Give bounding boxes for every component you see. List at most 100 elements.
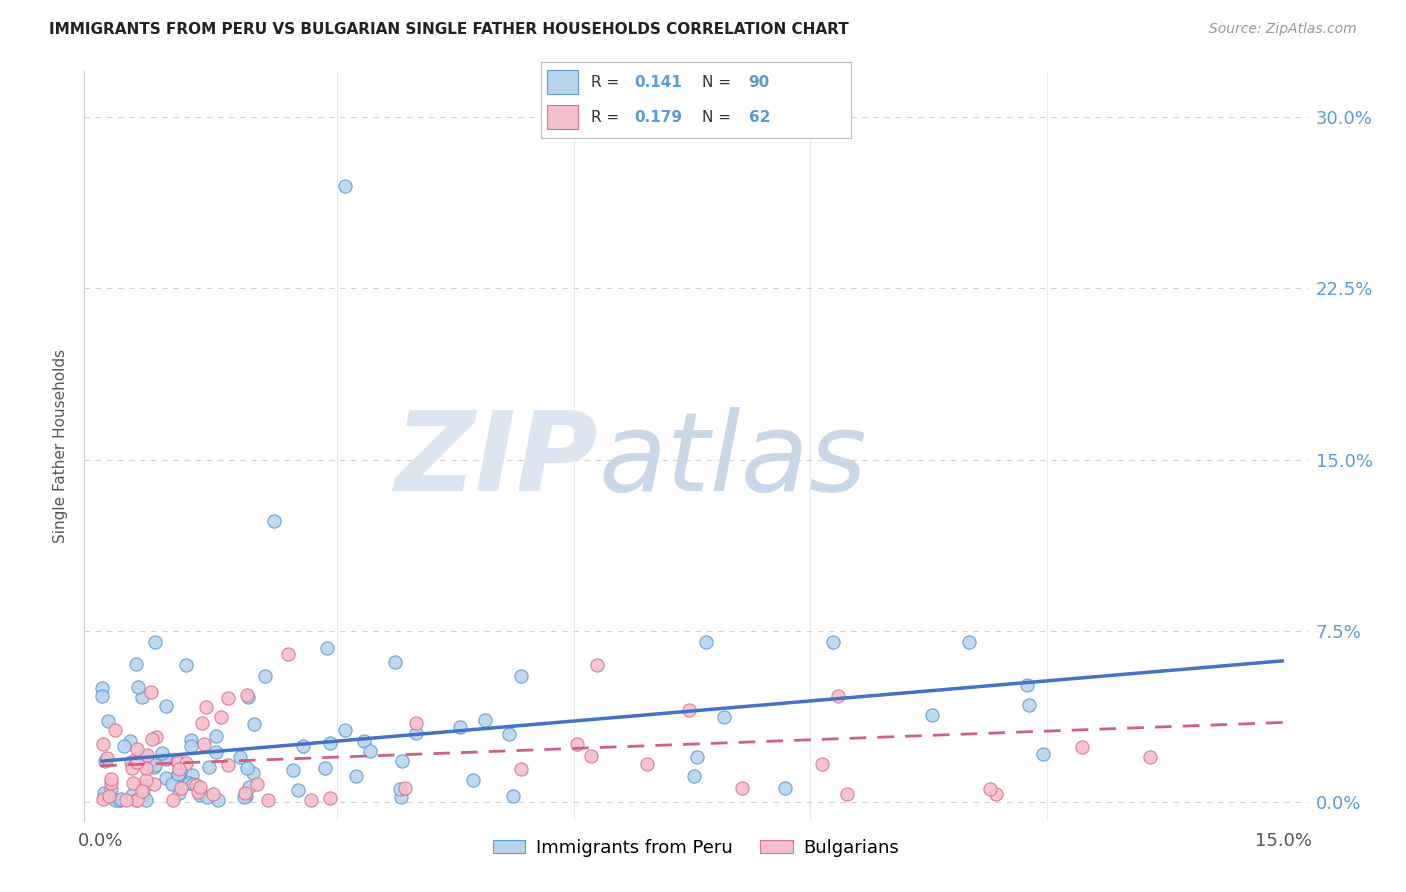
Point: [1139, 749, 1161, 764]
Point: [1015, 678, 1038, 692]
Point: [979, 781, 1001, 796]
Point: [139, 685, 162, 699]
Point: [498, 727, 520, 741]
FancyBboxPatch shape: [547, 70, 578, 95]
Point: [167, 769, 190, 783]
Point: [135, 761, 157, 775]
Point: [132, 749, 155, 764]
FancyBboxPatch shape: [547, 105, 578, 129]
Point: [131, 784, 153, 798]
Point: [108, 793, 131, 807]
Text: N =: N =: [702, 76, 735, 90]
Point: [773, 781, 796, 796]
Point: [359, 744, 381, 758]
Point: [131, 690, 153, 705]
Point: [202, 787, 225, 801]
Point: [957, 635, 980, 649]
Point: [236, 761, 259, 775]
Point: [93, 737, 115, 751]
Point: [170, 780, 193, 795]
Point: [686, 750, 709, 764]
Point: [314, 761, 336, 775]
Point: [120, 755, 142, 769]
Point: [731, 780, 754, 795]
Text: atlas: atlas: [598, 408, 866, 515]
Point: [110, 792, 132, 806]
Point: [97, 789, 120, 803]
Point: [112, 739, 135, 753]
Point: [204, 729, 226, 743]
Point: [193, 738, 215, 752]
Text: 90: 90: [748, 76, 770, 90]
Point: [177, 776, 200, 790]
Point: [122, 776, 145, 790]
Point: [232, 789, 254, 804]
Point: [344, 769, 367, 783]
Point: [181, 777, 204, 791]
Point: [394, 780, 416, 795]
Point: [143, 635, 166, 649]
Point: [474, 714, 496, 728]
Point: [143, 760, 166, 774]
Point: [242, 766, 264, 780]
Point: [91, 792, 114, 806]
Point: [238, 690, 260, 705]
Point: [678, 702, 700, 716]
Text: Source: ZipAtlas.com: Source: ZipAtlas.com: [1209, 22, 1357, 37]
Point: [90, 681, 112, 695]
Point: [155, 698, 177, 713]
Point: [169, 765, 191, 780]
Point: [207, 793, 229, 807]
Point: [125, 752, 148, 766]
Point: [636, 757, 658, 772]
Point: [94, 788, 117, 802]
Point: [388, 782, 411, 797]
Point: [238, 780, 260, 794]
Text: 0.141: 0.141: [634, 76, 682, 90]
Point: [217, 757, 239, 772]
Point: [121, 761, 143, 775]
Text: 62: 62: [748, 111, 770, 125]
Point: [391, 754, 413, 768]
Point: [242, 717, 264, 731]
Point: [217, 690, 239, 705]
Point: [135, 747, 157, 762]
Point: [121, 788, 143, 802]
Point: [811, 757, 834, 772]
Point: [174, 756, 197, 771]
Point: [166, 755, 188, 769]
Point: [449, 719, 471, 733]
Point: [510, 763, 533, 777]
Point: [188, 780, 211, 795]
Point: [188, 788, 211, 802]
Point: [184, 778, 207, 792]
Point: [181, 768, 204, 782]
Point: [167, 767, 190, 781]
Point: [565, 737, 588, 751]
Point: [986, 787, 1008, 801]
Point: [1018, 698, 1040, 712]
Point: [405, 715, 427, 730]
Point: [120, 734, 142, 748]
Point: [97, 714, 120, 728]
Point: [155, 752, 177, 766]
Point: [835, 787, 858, 801]
Point: [198, 760, 221, 774]
Point: [104, 723, 127, 737]
Text: 0.179: 0.179: [634, 111, 682, 125]
Point: [384, 655, 406, 669]
Text: N =: N =: [702, 111, 735, 125]
Point: [921, 708, 943, 723]
Legend: Immigrants from Peru, Bulgarians: Immigrants from Peru, Bulgarians: [485, 831, 907, 864]
Point: [125, 657, 148, 672]
Point: [235, 689, 257, 703]
Point: [277, 647, 299, 661]
Point: [155, 771, 177, 785]
Point: [827, 690, 849, 704]
Point: [299, 793, 322, 807]
Point: [93, 785, 115, 799]
Point: [125, 755, 148, 769]
Point: [187, 785, 209, 799]
Point: [509, 669, 531, 683]
Point: [180, 739, 202, 754]
